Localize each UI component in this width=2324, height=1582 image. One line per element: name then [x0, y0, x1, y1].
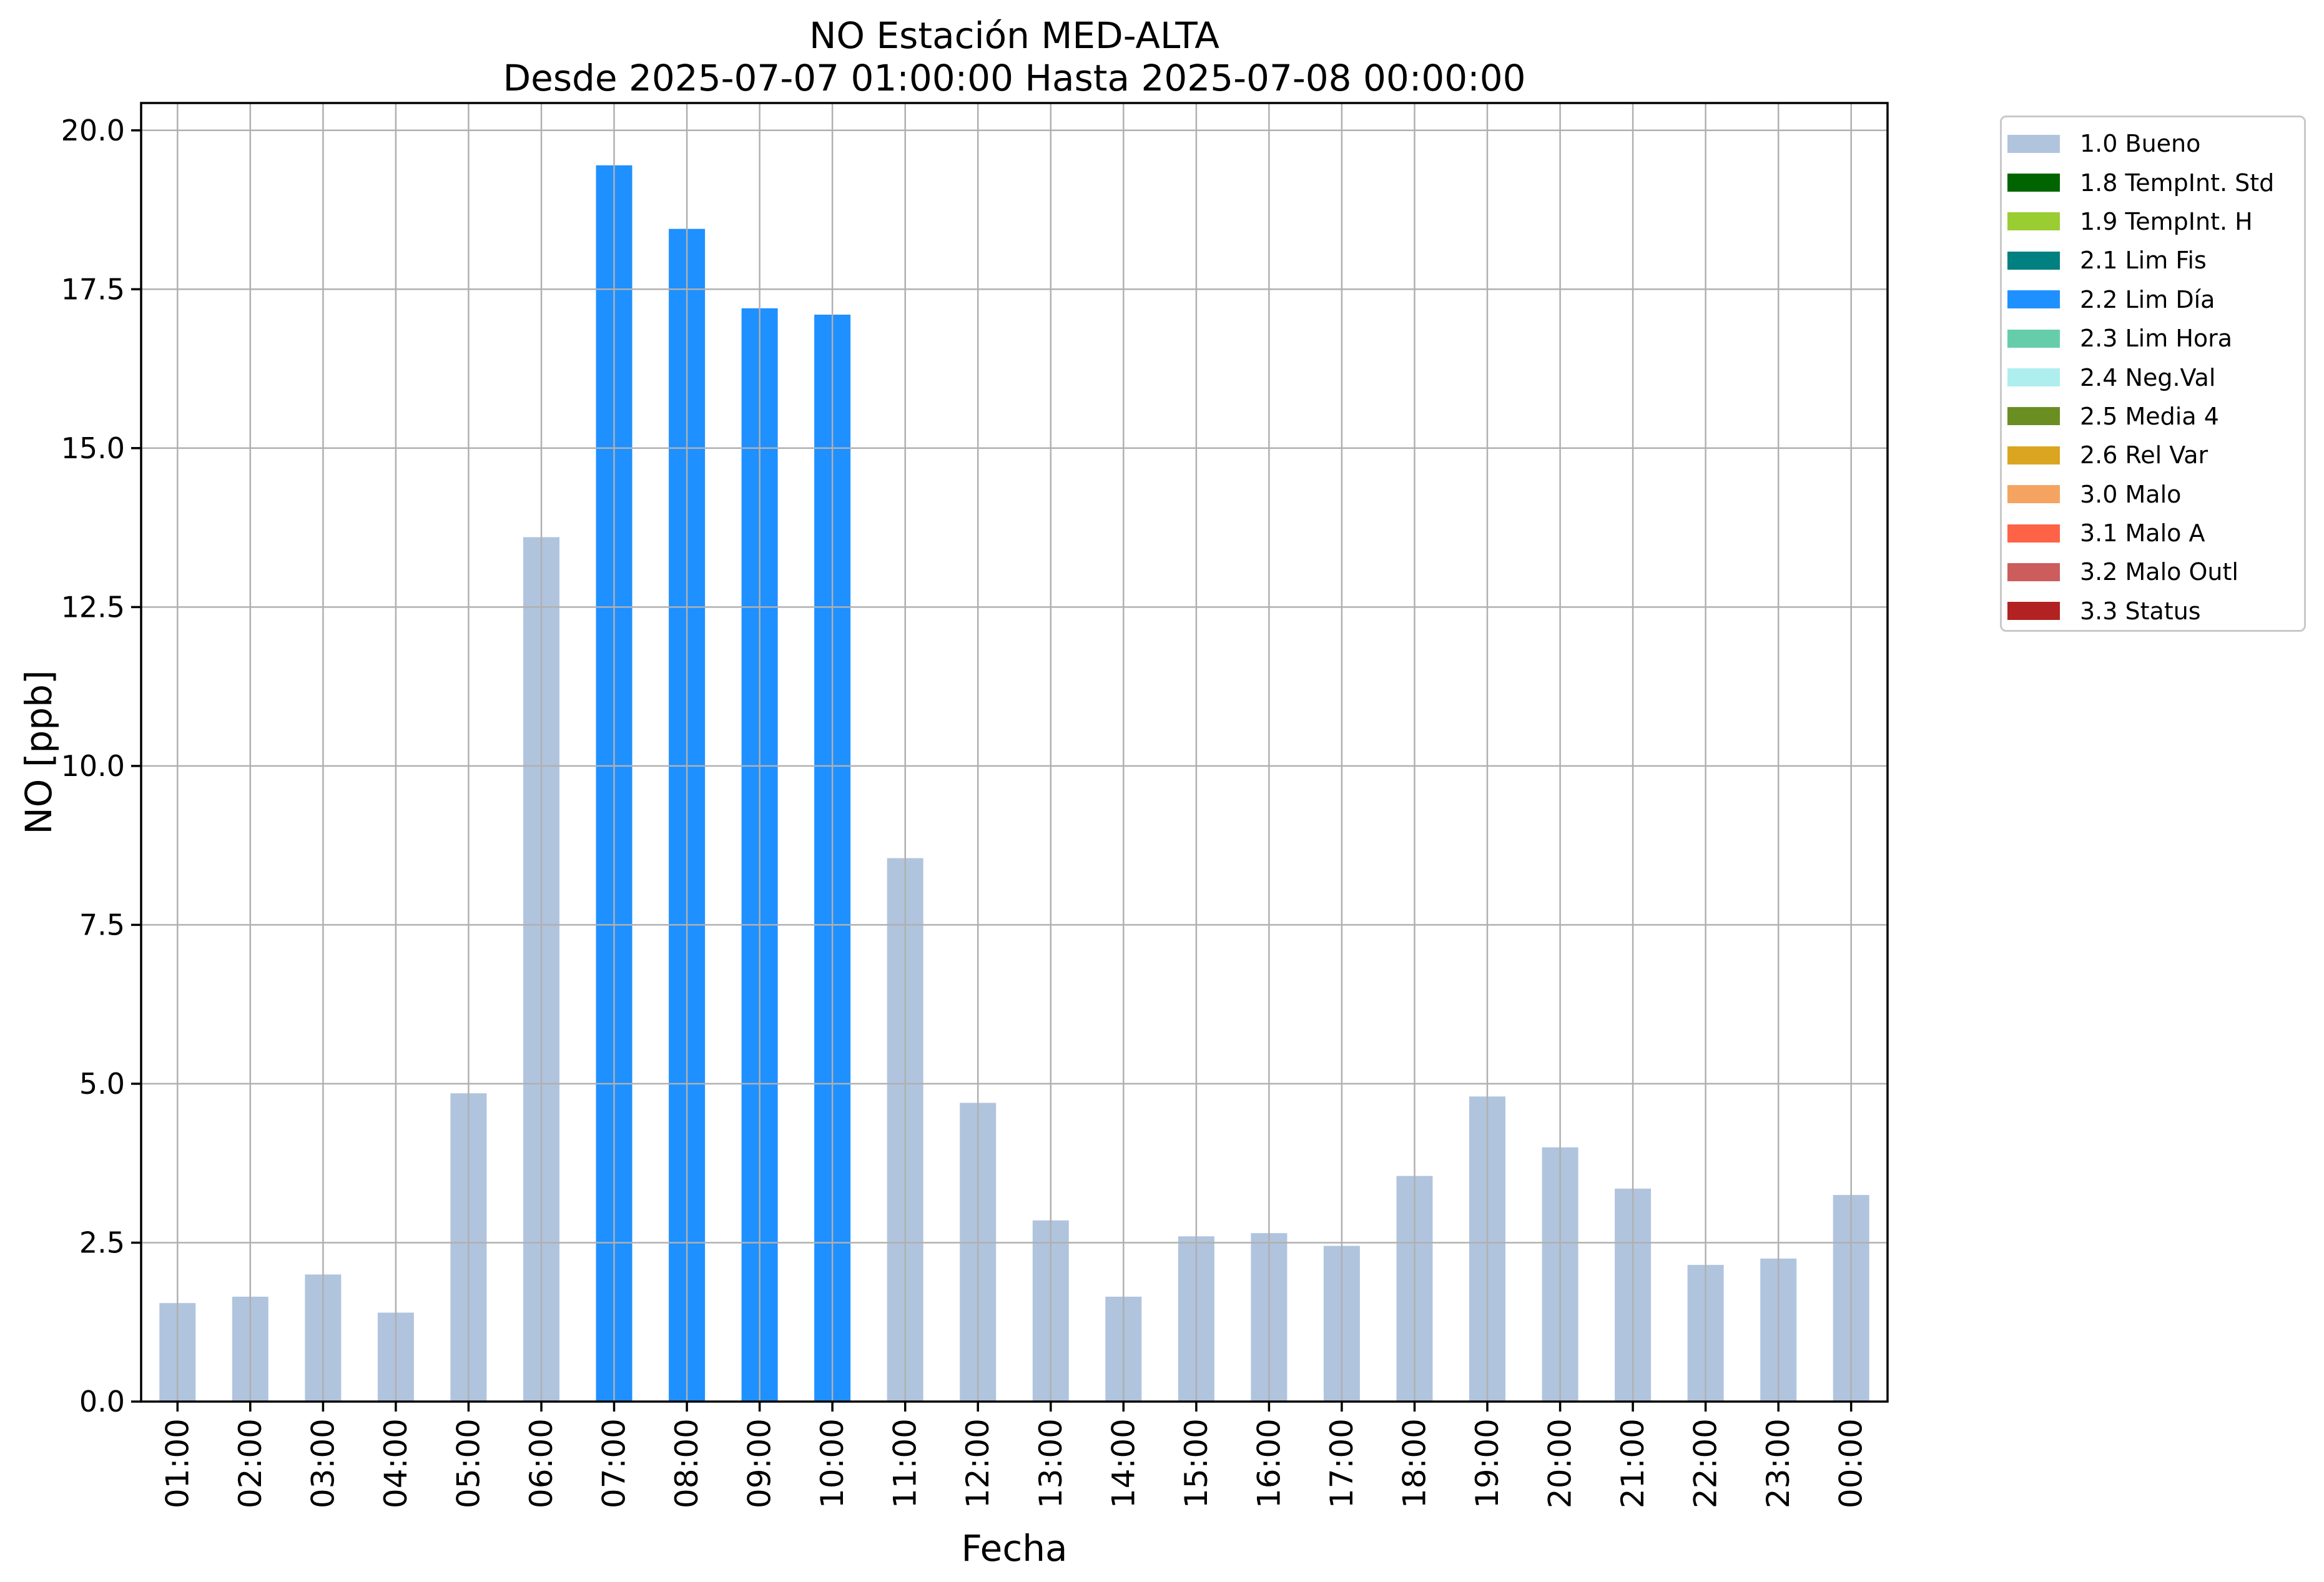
legend-item-label: 3.3 Status — [2080, 597, 2201, 625]
legend-color-swatch — [2007, 407, 2060, 426]
plot-border — [140, 102, 1889, 1403]
legend-item-label: 2.3 Lim Hora — [2080, 325, 2233, 353]
legend-item-label: 3.2 Malo Outl — [2080, 558, 2238, 586]
legend-item: 1.9 TempInt. H — [2007, 202, 2304, 241]
x-tick-label: 18:00 — [1397, 1418, 1433, 1508]
x-tick-label: 17:00 — [1324, 1418, 1360, 1508]
legend-color-swatch — [2007, 134, 2060, 153]
x-tick-label: 08:00 — [669, 1418, 705, 1508]
legend-item-label: 1.9 TempInt. H — [2080, 207, 2253, 235]
x-tick-label: 11:00 — [887, 1418, 923, 1508]
x-tick-label: 10:00 — [814, 1418, 850, 1508]
y-tick-label: 2.5 — [79, 1226, 125, 1259]
legend-item-label: 1.8 TempInt. Std — [2080, 169, 2275, 197]
y-tick-label: 10.0 — [61, 749, 125, 783]
x-tick-label: 04:00 — [378, 1418, 414, 1508]
y-tick-label: 12.5 — [61, 590, 125, 624]
x-tick-label: 13:00 — [1033, 1418, 1069, 1508]
legend-item: 2.2 Lim Día — [2007, 280, 2304, 319]
legend-color-swatch — [2007, 251, 2060, 270]
y-tick-label: 17.5 — [61, 272, 125, 306]
x-tick-label: 15:00 — [1178, 1418, 1214, 1508]
legend-color-swatch — [2007, 485, 2060, 504]
x-tick-label: 01:00 — [159, 1418, 195, 1508]
legend-color-swatch — [2007, 446, 2060, 464]
y-tick-label: 15.0 — [61, 431, 125, 465]
legend-item: 3.2 Malo Outl — [2007, 553, 2304, 591]
x-tick-label: 02:00 — [232, 1418, 268, 1508]
legend-item-label: 3.1 Malo A — [2080, 519, 2205, 548]
y-tick-label: 5.0 — [79, 1067, 125, 1101]
x-tick-label: 06:00 — [523, 1418, 559, 1508]
legend-color-swatch — [2007, 602, 2060, 621]
x-tick-label: 03:00 — [305, 1418, 341, 1508]
legend-item: 2.4 Neg.Val — [2007, 358, 2304, 396]
y-tick-label: 7.5 — [79, 908, 125, 941]
legend: 1.0 Bueno 1.8 TempInt. Std 1.9 TempInt. … — [2000, 115, 2306, 632]
legend-item: 2.5 Media 4 — [2007, 397, 2304, 436]
legend-item: 3.3 Status — [2007, 592, 2304, 631]
x-tick-label: 16:00 — [1251, 1418, 1287, 1508]
legend-item-label: 2.1 Lim Fis — [2080, 247, 2207, 275]
chart-title-line1: NO Estación MED-ALTA — [809, 14, 1219, 57]
x-tick-label: 20:00 — [1542, 1418, 1578, 1508]
legend-item-label: 3.0 Malo — [2080, 480, 2182, 508]
legend-color-swatch — [2007, 290, 2060, 309]
legend-color-swatch — [2007, 524, 2060, 543]
legend-item-label: 2.6 Rel Var — [2080, 441, 2208, 469]
x-tick-label: 00:00 — [1833, 1418, 1869, 1508]
legend-item: 1.0 Bueno — [2007, 124, 2304, 163]
x-tick-label: 05:00 — [450, 1418, 486, 1508]
x-tick-label: 12:00 — [960, 1418, 996, 1508]
legend-color-swatch — [2007, 212, 2060, 231]
legend-item-label: 2.5 Media 4 — [2080, 402, 2219, 430]
legend-item-label: 1.0 Bueno — [2080, 130, 2201, 158]
legend-color-swatch — [2007, 174, 2060, 192]
x-tick-label: 14:00 — [1105, 1418, 1141, 1508]
legend-item: 2.3 Lim Hora — [2007, 319, 2304, 358]
legend-color-swatch — [2007, 563, 2060, 581]
x-tick-label: 07:00 — [596, 1418, 633, 1508]
chart-title-line2: Desde 2025-07-07 01:00:00 Hasta 2025-07-… — [503, 57, 1526, 99]
chart-title: NO Estación MED-ALTA Desde 2025-07-07 01… — [141, 14, 1888, 99]
legend-item: 2.1 Lim Fis — [2007, 241, 2304, 280]
x-tick-label: 21:00 — [1615, 1418, 1651, 1508]
legend-color-swatch — [2007, 368, 2060, 387]
x-axis-label: Fecha — [961, 1527, 1068, 1570]
legend-item-label: 2.4 Neg.Val — [2080, 363, 2216, 391]
x-tick-label: 23:00 — [1760, 1418, 1796, 1508]
legend-color-swatch — [2007, 329, 2060, 348]
x-tick-label: 09:00 — [742, 1418, 778, 1508]
y-axis-label: NO [ppb] — [17, 670, 60, 835]
legend-item: 3.1 Malo A — [2007, 514, 2304, 553]
legend-item: 1.8 TempInt. Std — [2007, 163, 2304, 202]
x-tick-label: 19:00 — [1469, 1418, 1505, 1508]
y-tick-label: 20.0 — [61, 114, 125, 147]
legend-item-label: 2.2 Lim Día — [2080, 285, 2215, 313]
x-tick-label: 22:00 — [1688, 1418, 1724, 1508]
legend-item: 2.6 Rel Var — [2007, 436, 2304, 474]
y-tick-label: 0.0 — [79, 1385, 125, 1418]
legend-item: 3.0 Malo — [2007, 475, 2304, 514]
